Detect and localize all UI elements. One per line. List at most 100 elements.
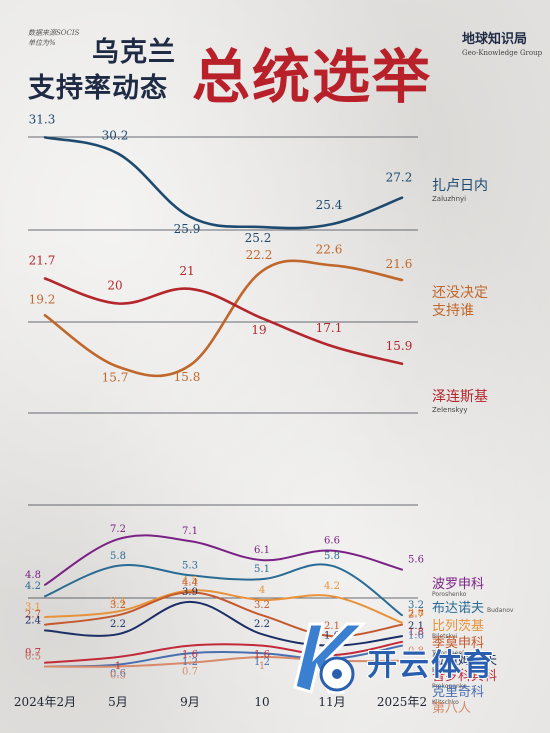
legend-label-en: Poroshenko: [432, 591, 467, 598]
legend-label-en: Biletskyi: [432, 633, 457, 640]
series-line: [43, 136, 404, 230]
legend-label: 比列茨基: [432, 619, 484, 634]
data-label: 2.2: [110, 619, 126, 630]
series-line: [44, 640, 403, 664]
data-label: 19.2: [29, 292, 56, 306]
ball-logo-icon: [285, 612, 375, 702]
legend-label: 季莫申科: [432, 636, 484, 651]
grid-lines: [28, 136, 418, 599]
data-label: 4.2: [25, 581, 41, 592]
data-label: 2.7: [25, 610, 41, 621]
data-label: 1.6: [408, 631, 424, 642]
data-label: 4.8: [25, 570, 41, 581]
data-label: 15.9: [386, 339, 413, 353]
data-label: 6.1: [254, 545, 270, 556]
source-note: 数据来源SOCIS 单位为%: [28, 28, 79, 48]
data-label: 0.5: [25, 652, 41, 663]
legend-label: 拉祖姆科夫: [432, 653, 497, 668]
legend-label: 扎卢日内: [432, 178, 488, 194]
data-label: 30.2: [102, 129, 129, 143]
data-label: 22.2: [246, 248, 273, 262]
data-label: 20: [107, 279, 122, 293]
data-labels: 31.330.225.925.225.427.219.215.7 15.822.2…: [25, 112, 424, 681]
x-tick-label: 9月: [180, 695, 200, 709]
data-label: 3.2: [408, 600, 424, 611]
data-label: 1: [259, 661, 265, 672]
title-line-1: 乌克兰: [92, 37, 176, 68]
data-label: 1.6: [324, 631, 340, 642]
data-label: 1.6: [182, 650, 198, 661]
watermark: 开云体育: [285, 612, 495, 702]
brand-name-en: Geo-Knowledge Group: [462, 49, 543, 57]
data-label: 2.1: [408, 621, 424, 632]
data-label: 27.2: [386, 171, 413, 185]
unit-line: 单位为%: [28, 39, 56, 47]
data-label: 5.8: [324, 551, 340, 562]
data-label: 0.7: [25, 648, 41, 659]
data-label: 17.1: [316, 321, 343, 335]
top-chart-lines: [43, 136, 404, 378]
data-label: 0.5: [25, 652, 41, 663]
title-line-2: 支持率动态: [28, 73, 168, 104]
legend-label: 波罗申科: [432, 577, 484, 592]
data-label: 5.1: [254, 564, 270, 575]
x-tick-label: 11月: [318, 695, 345, 709]
page-title: 总统选举: [192, 43, 433, 111]
series-line: [44, 534, 403, 586]
series-line: [44, 563, 403, 617]
x-tick-label: 10: [254, 695, 269, 709]
data-label: 1: [115, 661, 121, 672]
data-label: 7.1: [182, 526, 198, 537]
legend-label-en: Zaluzhnyi: [432, 195, 466, 203]
data-label: 3.1: [25, 602, 41, 613]
legend-label: 克里奇科: [432, 684, 484, 700]
x-tick-label: 2025年2: [377, 695, 427, 709]
data-label: 1.6: [254, 650, 270, 661]
data-label: 2.8: [408, 608, 424, 619]
data-label: 4: [259, 585, 265, 596]
brand: 地球知识局 Geo-Knowledge Group: [462, 28, 542, 57]
legend-label-en: Tymoshenko: [431, 650, 469, 657]
data-label: 1.8: [408, 627, 424, 638]
legend-label: 第八人: [432, 701, 471, 716]
data-label: 1.2: [182, 657, 198, 668]
data-label: 25.4: [316, 198, 343, 212]
data-label: 4.2: [324, 581, 340, 592]
data-label: 5.8: [110, 551, 126, 562]
data-label: 0.5: [110, 671, 126, 682]
data-label: 2.7: [408, 610, 424, 621]
x-tick-label: 5月: [108, 695, 128, 709]
data-label: 0.6: [110, 669, 126, 680]
series-line: [43, 277, 404, 366]
data-label: 15.8: [174, 370, 201, 384]
data-label: 1.2: [254, 657, 270, 668]
legend-label: 普罗科宾科: [432, 668, 497, 684]
brand-name-cn: 地球知识局: [462, 32, 528, 47]
data-label: 6.6: [324, 536, 340, 547]
data-label: 2.1: [324, 621, 340, 632]
legend-label: 支持谁: [432, 303, 474, 319]
data-label: 2.2: [254, 619, 270, 630]
x-axis: 2024年2月 5月 9月 10 11月 2025年2: [14, 695, 427, 709]
data-label: 21.6: [386, 257, 413, 271]
series-line: [44, 589, 403, 624]
legend-label-en: Prokopenko: [432, 683, 467, 690]
series-line: [43, 259, 404, 378]
watermark-text: 开云体育: [366, 647, 495, 684]
data-label: 4.4: [182, 577, 198, 588]
data-label: 25.9: [174, 222, 201, 236]
legend-label-en: Klitschko: [432, 699, 459, 706]
data-label: 25.2: [245, 231, 272, 245]
legend-label: 布达诺夫: [432, 601, 484, 616]
data-label: 7.2: [110, 524, 126, 535]
data-label: 15.7: [102, 371, 129, 385]
legend-label-en: Razumkov: [432, 667, 463, 674]
data-label: 21.7: [29, 254, 56, 268]
data-label: 19: [251, 323, 266, 337]
data-label: 22.6: [316, 242, 343, 256]
source-line: 数据来源SOCIS: [28, 29, 80, 37]
legend-label-en: Zelenskyy: [432, 406, 468, 414]
data-label: 3.9: [182, 587, 198, 598]
data-label: 3.2: [110, 600, 126, 611]
